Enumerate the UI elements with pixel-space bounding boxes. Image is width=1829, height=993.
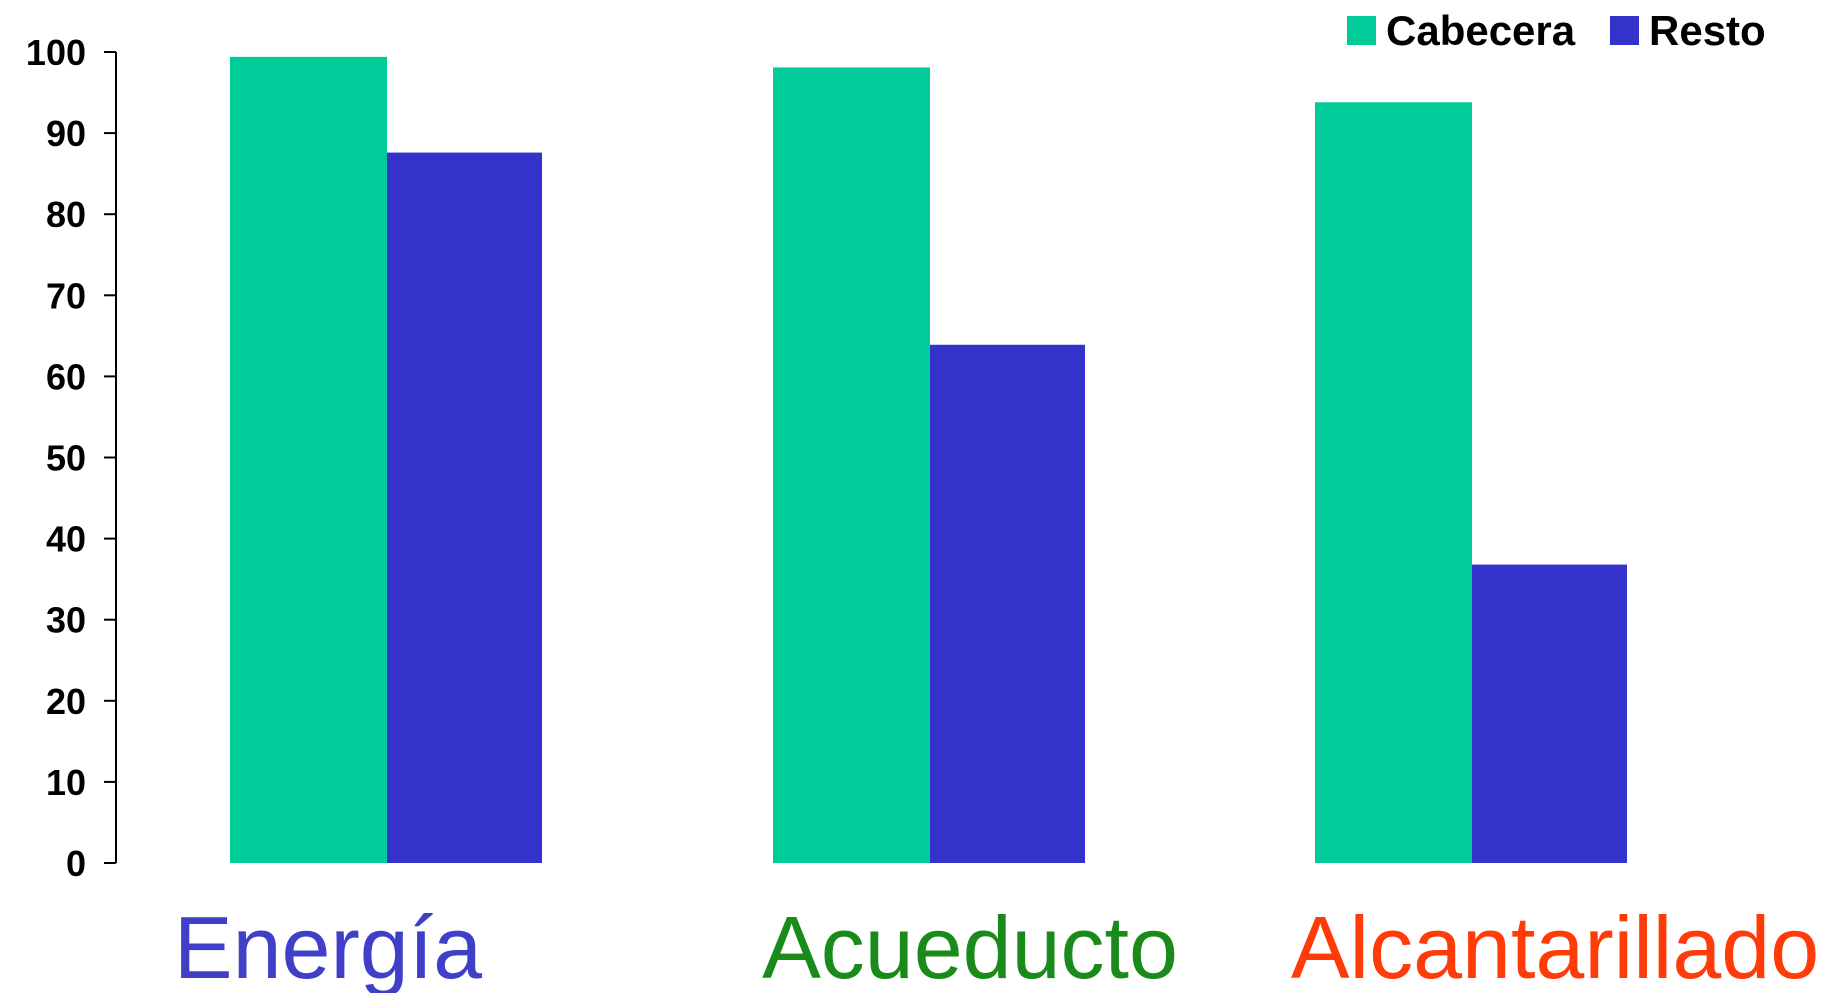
bar-cabecera-2 — [1315, 102, 1472, 864]
bars — [230, 56, 1627, 864]
bar-resto-1 — [930, 344, 1085, 863]
bar-cabecera-1 — [773, 67, 930, 863]
legend-label-cabecera: Cabecera — [1386, 7, 1576, 54]
y-tick-label: 50 — [46, 438, 86, 479]
legend-swatch-cabecera — [1347, 16, 1376, 45]
y-tick-label: 70 — [46, 275, 86, 316]
y-tick-label: 60 — [46, 356, 86, 397]
legend-label-resto: Resto — [1649, 7, 1766, 54]
bar-resto-2 — [1472, 564, 1627, 863]
y-tick-label: 90 — [46, 113, 86, 154]
y-tick-label: 80 — [46, 194, 86, 235]
category-label: Energía — [174, 898, 482, 993]
bar-resto-0 — [387, 152, 542, 864]
y-axis: 0 10 20 30 40 50 60 70 80 90 100 — [26, 32, 117, 884]
y-tick-label: 30 — [46, 600, 86, 641]
y-tick-label: 10 — [46, 762, 86, 803]
category-label: Acueducto — [762, 898, 1178, 993]
legend-swatch-resto — [1610, 16, 1639, 45]
bar-cabecera-0 — [230, 56, 387, 863]
legend: Cabecera Resto — [1347, 7, 1766, 54]
y-tick-label: 40 — [46, 519, 86, 560]
y-tick-label: 0 — [66, 843, 86, 884]
category-labels: Energía Acueducto Alcantarillado — [174, 898, 1819, 993]
y-tick-label: 20 — [46, 681, 86, 722]
y-tick-label: 100 — [26, 32, 86, 73]
category-label: Alcantarillado — [1291, 898, 1819, 993]
